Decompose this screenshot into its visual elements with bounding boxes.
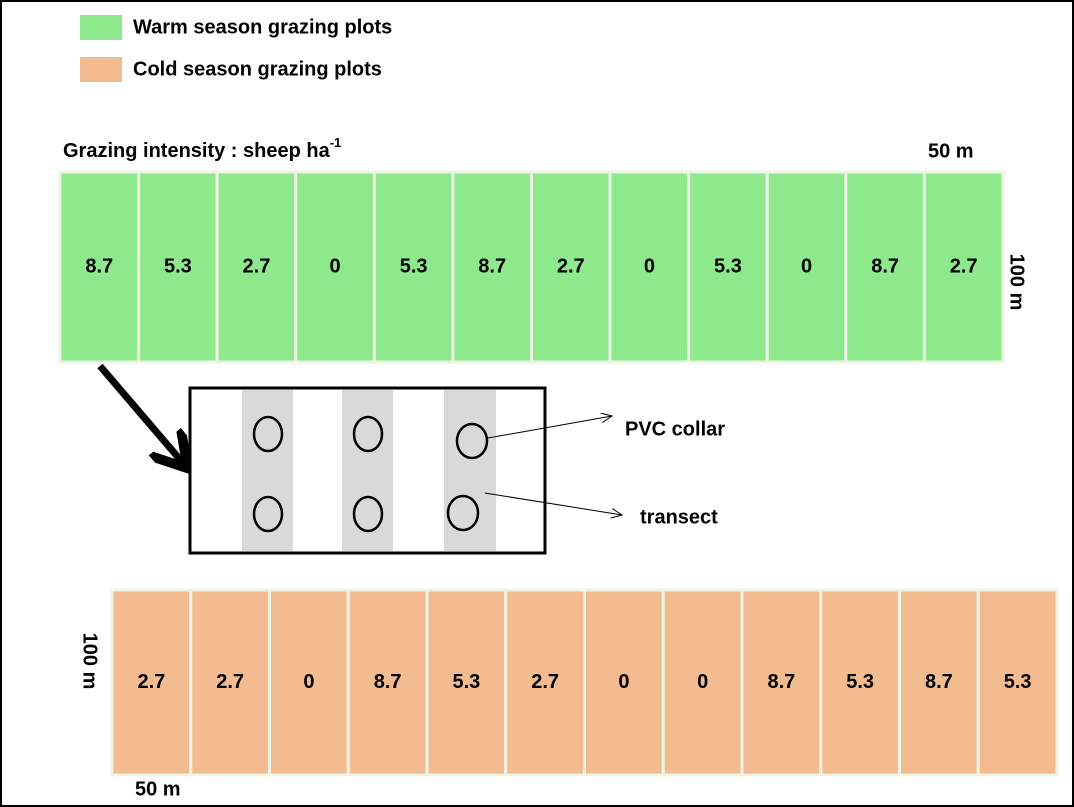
plot-value: 5.3: [400, 255, 428, 277]
plot: [530, 170, 612, 364]
collar-label: PVC collar: [625, 418, 725, 440]
plot: [372, 170, 455, 364]
pointer: [484, 492, 622, 515]
plot: [898, 588, 980, 777]
plot-value: 0: [618, 671, 629, 693]
plot-value: 0: [303, 671, 314, 693]
plot: [215, 170, 298, 364]
cold-plots: 2.7 2.7 0 8.7 5.3 2.7 0 0 8.7 5.3 8.7 5.3: [110, 588, 1059, 777]
warm-plots: 8.7 5.3 2.7 0 5.3 8.7 2.7 0 5.3 0 8.7 2.7: [58, 170, 1005, 364]
collar: [252, 495, 284, 533]
collar: [446, 494, 480, 532]
inset: PVC collar transect: [188, 386, 725, 555]
plot-value: 0: [644, 255, 655, 277]
intensity-superscript: -1: [330, 135, 342, 150]
plot: [661, 588, 744, 777]
plot-value: 5.3: [164, 255, 192, 277]
plot-value: 2.7: [531, 671, 559, 693]
plot-value: 8.7: [871, 255, 899, 277]
plot-value: 2.7: [950, 255, 978, 277]
collar: [352, 415, 384, 453]
transect-label: transect: [640, 506, 718, 528]
plot-value: 5.3: [714, 255, 742, 277]
warm-width-label: 50 m: [928, 140, 974, 162]
legend-swatch: [80, 57, 122, 82]
plot-value: 8.7: [925, 671, 953, 693]
intensity-label: Grazing intensity : sheep ha-1: [63, 135, 341, 162]
intensity-text: Grazing intensity : sheep ha: [63, 140, 331, 162]
plot-value: 5.3: [1004, 671, 1032, 693]
plot-value: 8.7: [374, 671, 402, 693]
plot: [110, 588, 193, 777]
plot: [189, 588, 271, 777]
plot: [687, 170, 769, 364]
legend-label: Cold season grazing plots: [133, 58, 382, 80]
plot-value: 5.3: [846, 671, 874, 693]
plot-value: 2.7: [137, 671, 165, 693]
legend-label: Warm season grazing plots: [133, 16, 392, 38]
plot-value: 0: [801, 255, 812, 277]
plot-value: 8.7: [478, 255, 506, 277]
plot: [844, 170, 926, 364]
collar: [455, 422, 489, 460]
zoom-arrow: [97, 363, 183, 463]
plot-value: 2.7: [243, 255, 271, 277]
plot-value: 0: [329, 255, 340, 277]
collar: [252, 415, 284, 453]
warm-length-label: 100 m: [1006, 254, 1028, 311]
plot: [268, 588, 350, 777]
plot: [58, 170, 141, 364]
plot: [583, 588, 665, 777]
cold-width-label: 50 m: [135, 778, 181, 800]
plot: [425, 588, 508, 777]
legend: Warm season grazing plots Cold season gra…: [80, 15, 392, 82]
plot-value: 8.7: [85, 255, 113, 277]
pointer: [487, 416, 612, 439]
plot-value: 5.3: [452, 671, 480, 693]
plot: [976, 588, 1059, 777]
transect-strip: [342, 390, 393, 551]
transect-strip: [242, 390, 293, 551]
plot: [922, 170, 1005, 364]
plot-value: 2.7: [216, 671, 244, 693]
plot: [346, 588, 429, 777]
plot-value: 8.7: [767, 671, 795, 693]
cold-length-label: 100 m: [79, 633, 101, 690]
plot: [504, 588, 586, 777]
collar: [352, 495, 384, 533]
plot: [819, 588, 901, 777]
plot-value: 2.7: [557, 255, 585, 277]
legend-swatch: [80, 15, 122, 40]
plot-value: 0: [697, 671, 708, 693]
